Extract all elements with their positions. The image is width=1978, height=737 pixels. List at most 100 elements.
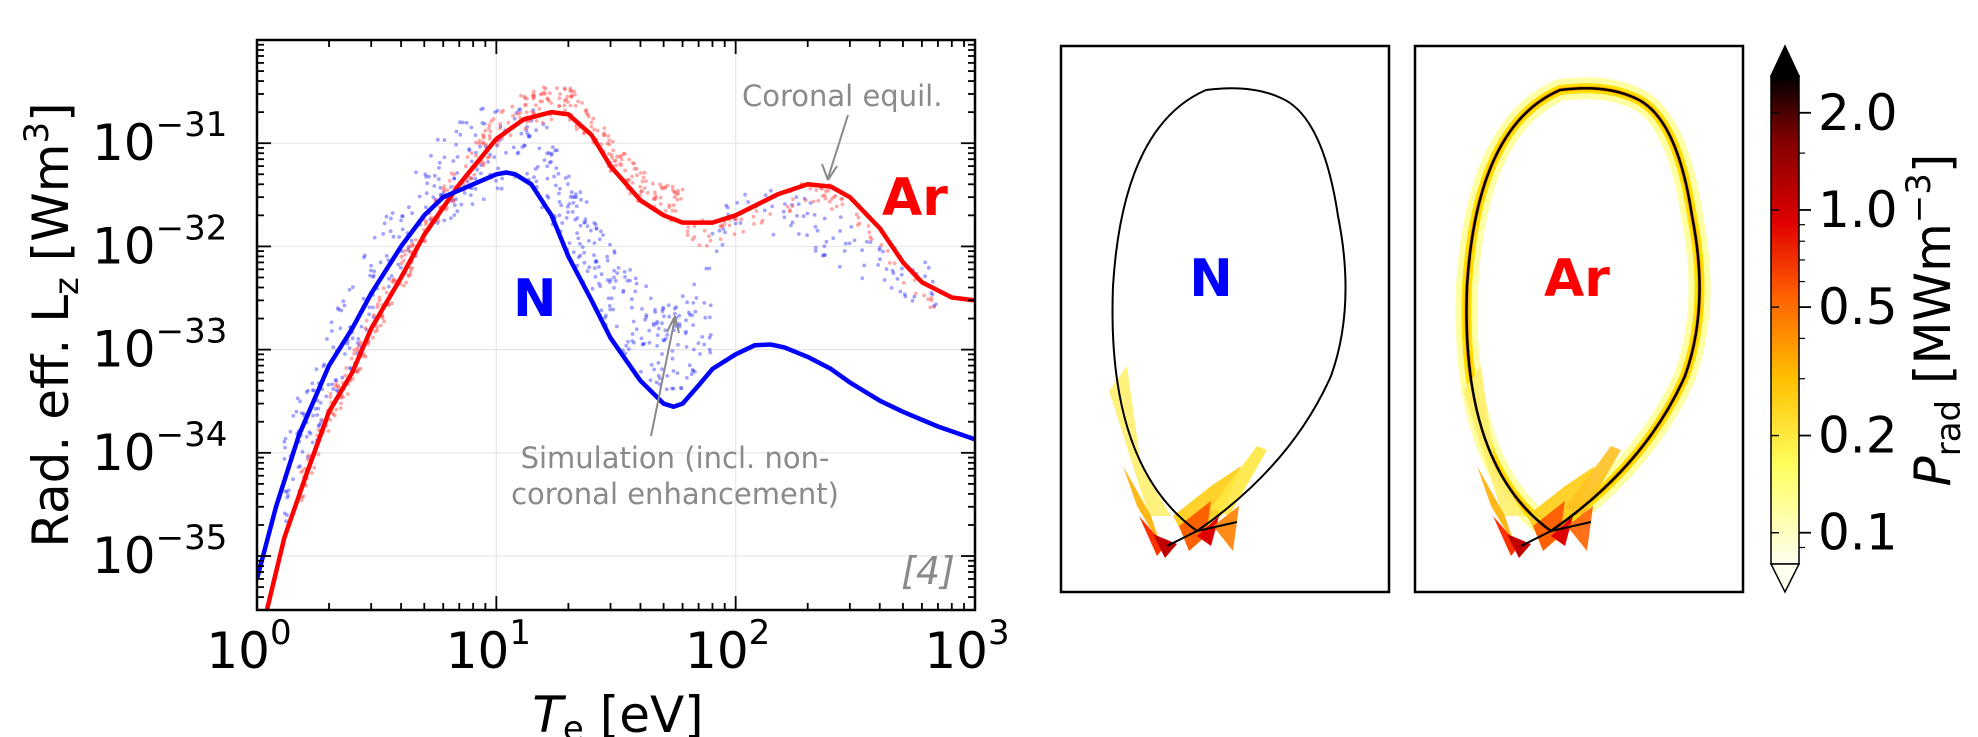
scatter-point bbox=[563, 108, 567, 113]
scatter-point bbox=[519, 131, 524, 136]
scatter-point bbox=[670, 356, 675, 361]
scatter-point bbox=[362, 255, 366, 260]
scatter-point bbox=[885, 249, 890, 253]
scatter-point bbox=[816, 198, 821, 203]
scatter-point bbox=[607, 138, 611, 143]
scatter-point bbox=[604, 313, 608, 318]
scatter-point bbox=[670, 349, 675, 353]
scatter-point bbox=[687, 310, 691, 315]
scatter-point bbox=[647, 340, 652, 345]
scatter-point bbox=[523, 96, 527, 100]
scatter-point bbox=[384, 290, 389, 295]
scatter-point bbox=[479, 163, 483, 168]
scatter-point bbox=[878, 257, 882, 262]
scatter-point bbox=[932, 304, 936, 308]
scatter-point bbox=[328, 391, 333, 396]
scatter-point bbox=[651, 321, 656, 326]
scatter-point bbox=[339, 308, 344, 313]
scatter-point bbox=[382, 221, 387, 226]
scatter-point bbox=[459, 202, 464, 207]
scatter-point bbox=[923, 274, 927, 279]
scatter-point bbox=[934, 302, 938, 307]
scatter-point bbox=[760, 218, 765, 223]
scatter-point bbox=[910, 298, 915, 303]
scatter-point bbox=[495, 143, 499, 148]
scatter-point bbox=[558, 186, 562, 191]
scatter-point bbox=[369, 263, 373, 268]
scatter-point bbox=[658, 376, 662, 381]
scatter-point bbox=[488, 129, 493, 134]
scatter-point bbox=[566, 174, 571, 179]
scatter-point bbox=[390, 211, 395, 216]
scatter-point bbox=[840, 202, 845, 207]
scatter-point bbox=[522, 94, 527, 99]
scatter-point bbox=[283, 445, 287, 450]
scatter-point bbox=[481, 133, 486, 137]
scatter-point bbox=[560, 221, 565, 225]
scatter-point bbox=[389, 274, 394, 278]
scatter-point bbox=[601, 133, 606, 138]
scatter-point bbox=[378, 260, 383, 265]
scatter-point bbox=[315, 398, 320, 403]
scatter-point bbox=[464, 120, 469, 125]
scatter-point bbox=[826, 188, 831, 193]
scatter-point bbox=[830, 207, 834, 212]
scatter-point bbox=[583, 220, 587, 225]
scatter-point bbox=[495, 186, 500, 191]
scatter-point bbox=[654, 380, 659, 385]
scatter-point bbox=[805, 233, 809, 238]
scatter-point bbox=[592, 241, 597, 246]
scatter-point bbox=[617, 154, 622, 159]
scatter-point bbox=[619, 157, 624, 162]
scatter-point bbox=[593, 222, 598, 227]
scatter-point bbox=[868, 235, 873, 240]
scatter-point bbox=[518, 107, 523, 111]
scatter-point bbox=[922, 293, 927, 298]
scatter-point bbox=[672, 311, 677, 316]
scatter-point bbox=[478, 144, 482, 149]
scatter-point bbox=[525, 125, 530, 129]
scatter-point bbox=[355, 369, 360, 373]
scatter-point bbox=[344, 366, 349, 370]
scatter-point bbox=[612, 251, 617, 255]
scatter-point bbox=[286, 493, 290, 498]
scatter-point bbox=[283, 489, 288, 494]
scatter-point bbox=[674, 305, 679, 309]
scatter-point bbox=[710, 231, 715, 236]
scatter-point bbox=[660, 309, 665, 314]
scatter-point bbox=[929, 298, 934, 303]
scatter-point bbox=[640, 307, 644, 311]
scatter-point bbox=[573, 103, 578, 108]
scatter-point bbox=[679, 386, 683, 390]
scatter-point bbox=[367, 312, 371, 317]
scatter-point bbox=[438, 185, 443, 190]
scatter-point bbox=[592, 221, 597, 225]
scatter-point bbox=[377, 295, 382, 300]
scatter-point bbox=[686, 225, 691, 230]
scatter-point bbox=[432, 173, 437, 178]
scatter-point bbox=[437, 160, 442, 165]
scatter-point bbox=[648, 378, 653, 383]
scatter-point bbox=[330, 382, 334, 387]
scatter-point bbox=[607, 142, 612, 147]
scatter-point bbox=[671, 203, 676, 208]
scatter-point bbox=[707, 335, 712, 340]
scatter-point bbox=[357, 342, 362, 347]
scatter-point bbox=[594, 260, 598, 264]
scatter-point bbox=[727, 223, 732, 228]
coronal-arrow bbox=[827, 114, 849, 179]
scatter-point bbox=[477, 141, 482, 146]
scatter-point bbox=[684, 345, 689, 349]
scatter-point bbox=[377, 298, 382, 303]
scatter-point bbox=[599, 229, 603, 234]
scatter-point bbox=[571, 250, 576, 255]
scatter-point bbox=[295, 396, 300, 401]
scatter-point bbox=[402, 283, 406, 288]
scatter-point bbox=[486, 126, 491, 131]
colorbar-top-arrow bbox=[1769, 44, 1801, 77]
scatter-point bbox=[601, 233, 605, 237]
scatter-point bbox=[487, 155, 491, 159]
scatter-point bbox=[566, 100, 570, 104]
scatter-point bbox=[795, 213, 799, 218]
